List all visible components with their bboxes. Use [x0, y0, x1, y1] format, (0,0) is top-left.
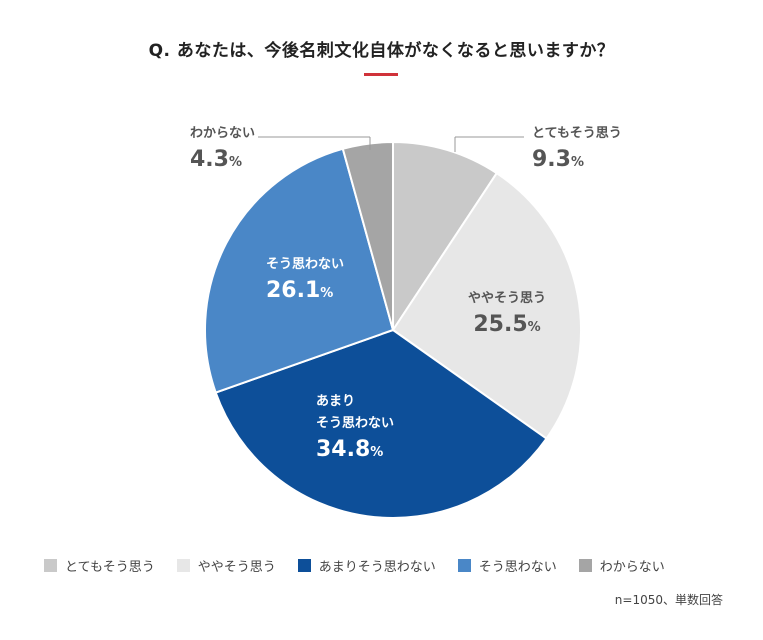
legend-swatch-wakaranai — [578, 559, 592, 572]
title-underline — [364, 73, 398, 76]
legend-item-yaya: ややそう思う — [176, 556, 276, 575]
slice-label-yaya: ややそう思う — [468, 291, 546, 306]
legend-label-totemo: とてもそう思う — [65, 560, 155, 575]
pie-slice-totemo — [392, 140, 499, 334]
pie-slice-yaya — [391, 171, 582, 440]
slice-value-amari: 34.8% — [316, 437, 383, 462]
legend-label-yaya: ややそう思う — [197, 560, 276, 575]
slice-value-yaya: 25.5% — [473, 312, 540, 337]
legend-item-sou-omowanai: そう思わない — [457, 556, 557, 575]
slice-label-amari-1: あまり — [316, 394, 355, 409]
slice-value-wakaranai: 4.3% — [190, 147, 242, 172]
legend-swatch-amari — [297, 559, 311, 572]
slice-label-totemo: とてもそう思う — [532, 126, 622, 141]
legend-label-wakaranai: わからない — [599, 560, 665, 575]
slice-label-wakaranai: わからない — [190, 126, 255, 141]
legend-item-wakaranai: わからない — [578, 556, 665, 575]
slice-label-amari-2: そう思わない — [316, 416, 394, 431]
slice-value-sou-omowanai: 26.1% — [266, 278, 333, 303]
pie-slice-amari — [214, 328, 548, 519]
legend: とてもそう思う ややそう思う あまりそう思わない そう思わない わからない — [44, 556, 734, 575]
legend-item-amari: あまりそう思わない — [297, 556, 436, 575]
legend-item-totemo: とてもそう思う — [44, 556, 155, 575]
pie-slice-wakaranai — [341, 140, 394, 331]
sample-note: n=1050、単数回答 — [614, 593, 723, 607]
chart-title: Q. あなたは、今後名刺文化自体がなくなると思いますか？ — [148, 41, 615, 61]
legend-swatch-yaya — [176, 559, 190, 572]
slice-value-totemo: 9.3% — [532, 147, 584, 172]
legend-swatch-sou-omowanai — [457, 559, 471, 572]
legend-label-amari: あまりそう思わない — [318, 560, 436, 575]
legend-label-sou-omowanai: そう思わない — [478, 560, 557, 575]
pie-slice-sou-omowanai — [204, 147, 395, 394]
slice-label-sou-omowanai: そう思わない — [266, 257, 344, 272]
legend-swatch-totemo — [44, 559, 57, 572]
